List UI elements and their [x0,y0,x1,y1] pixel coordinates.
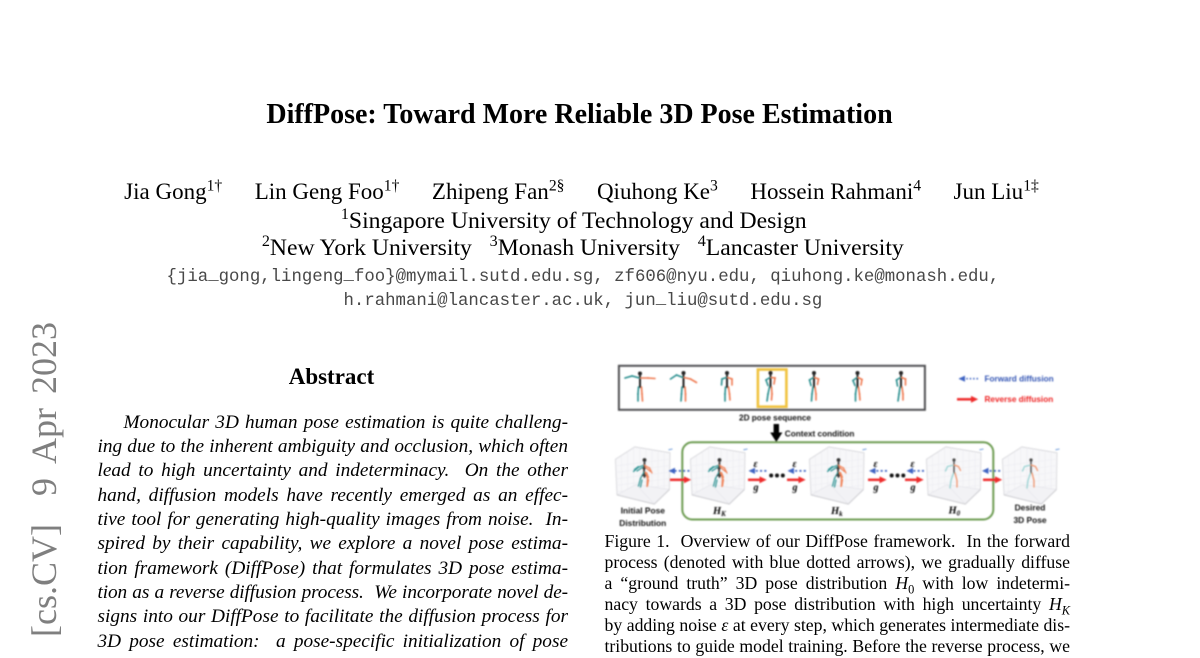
svg-text:3D Pose: 3D Pose [1013,515,1046,525]
svg-text:ε: ε [911,459,916,470]
svg-text:g: g [910,483,916,494]
svg-text:2D pose sequence: 2D pose sequence [739,413,811,422]
svg-text:Reverse diffusion: Reverse diffusion [985,395,1054,404]
svg-text:Forward diffusion: Forward diffusion [985,375,1054,384]
svg-text:g: g [753,483,759,494]
svg-text:Initial Pose: Initial Pose [621,506,666,516]
svg-text:Hk: Hk [830,506,843,518]
svg-text:Desired: Desired [1015,503,1046,513]
svg-text:H0: H0 [948,506,961,518]
svg-text:HK: HK [712,506,727,518]
svg-text:g: g [873,483,879,494]
svg-text:Context condition: Context condition [785,429,855,438]
svg-text:Distribution: Distribution [619,518,666,528]
svg-text:ε: ε [874,459,879,470]
svg-text:ε: ε [793,459,798,470]
svg-text:g: g [792,483,798,494]
svg-text:ε: ε [754,459,759,470]
